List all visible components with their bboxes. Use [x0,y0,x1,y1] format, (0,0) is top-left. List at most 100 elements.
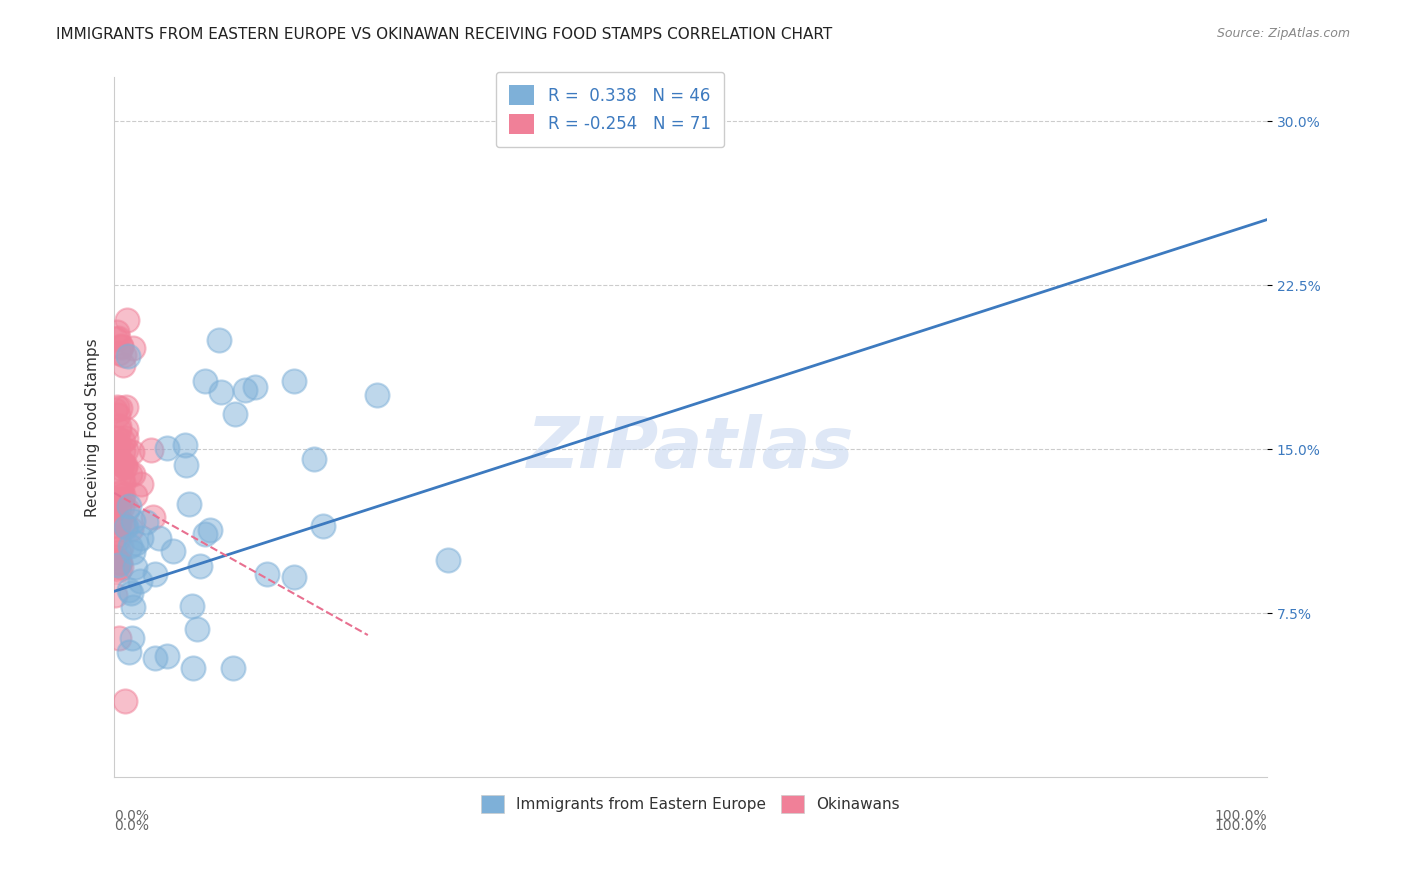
Point [120,522,142,536]
Text: IMMIGRANTS FROM EASTERN EUROPE VS OKINAWAN RECEIVING FOOD STAMPS CORRELATION CHA: IMMIGRANTS FROM EASTERN EUROPE VS OKINAW… [56,27,832,42]
Point [283,570,305,584]
Point [112,517,135,532]
Point [110,559,132,574]
Point [188,559,211,574]
Point [222,661,245,675]
Point [105,332,128,346]
Text: 0.0%: 0.0% [114,809,149,822]
Point [114,459,136,474]
Point [104,588,127,602]
Point [108,401,131,415]
Point [112,348,135,362]
Point [111,471,134,485]
Point [135,516,157,530]
Point [105,401,128,415]
Point [181,599,204,613]
Point [108,545,131,559]
Point [173,438,195,452]
Point [104,436,127,450]
Point [108,631,131,645]
Point [115,422,138,436]
Point [105,450,128,464]
Point [118,499,141,513]
Point [110,460,132,475]
Point [107,519,129,533]
Point [105,443,128,458]
Point [115,431,138,445]
Point [209,384,232,399]
Point [124,560,146,574]
Text: 0.0%: 0.0% [114,819,149,833]
Point [108,515,131,529]
Point [108,346,131,360]
Point [107,408,129,422]
Point [104,447,127,461]
Point [110,491,132,506]
Y-axis label: Receiving Food Stamps: Receiving Food Stamps [86,338,100,516]
Legend: Immigrants from Eastern Europe, Okinawans: Immigrants from Eastern Europe, Okinawan… [468,782,912,825]
Point [110,453,132,467]
Point [108,418,131,433]
Point [181,661,204,675]
Point [118,539,141,553]
Point [107,558,129,572]
Point [111,434,134,448]
Point [104,403,127,417]
Point [148,532,170,546]
Point [107,331,129,345]
Point [110,457,132,471]
Point [186,622,208,636]
Point [110,340,132,354]
Point [224,407,246,421]
Point [156,649,179,664]
Point [129,477,152,491]
Point [176,458,198,472]
Point [125,536,148,550]
Point [108,556,131,570]
Point [139,443,162,458]
Text: Source: ZipAtlas.com: Source: ZipAtlas.com [1216,27,1350,40]
Point [107,487,129,501]
Point [115,400,138,414]
Point [112,458,135,472]
Point [108,501,131,516]
Point [114,458,136,472]
Point [302,452,325,467]
Point [283,374,305,388]
Point [104,529,127,543]
Point [107,563,129,577]
Point [143,567,166,582]
Point [111,487,134,501]
Point [121,342,143,356]
Point [114,693,136,707]
Point [110,540,132,554]
Point [121,600,143,615]
Point [105,325,128,339]
Point [198,523,221,537]
Point [118,645,141,659]
Point [112,444,135,458]
Point [117,350,139,364]
Point [107,512,129,526]
Text: ZIPatlas: ZIPatlas [527,414,855,483]
Point [107,533,129,547]
Point [105,561,128,575]
Point [115,313,138,327]
Point [112,359,135,373]
Point [118,582,141,597]
Point [162,543,184,558]
Point [122,514,145,528]
Point [117,502,139,516]
Point [128,574,150,588]
Point [107,439,129,453]
Text: 100.0%: 100.0% [1215,809,1267,822]
Point [114,519,136,533]
Point [105,453,128,467]
Point [129,531,152,545]
Point [105,431,128,445]
Point [194,527,217,541]
Point [108,423,131,437]
Point [110,339,132,353]
Point [235,383,257,397]
Point [194,374,217,388]
